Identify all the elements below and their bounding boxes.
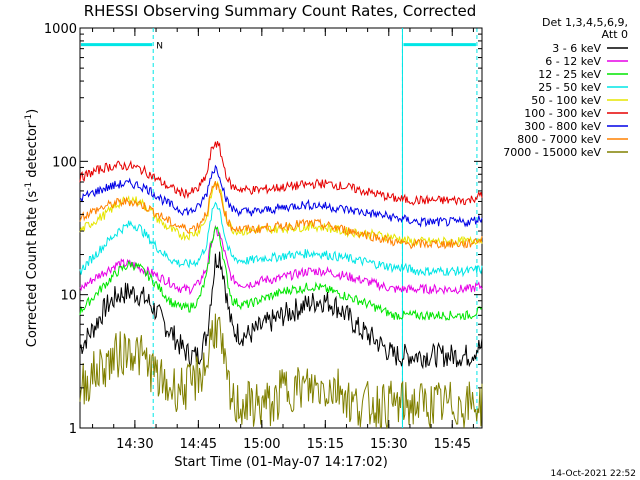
legend-entry-label: 300 - 800 keV xyxy=(524,120,601,133)
series-lines xyxy=(79,141,483,430)
y-axis-label-exp-1: -1 xyxy=(24,182,34,191)
y-axis-label-end: ) xyxy=(25,109,40,114)
chart-title: RHESSI Observing Summary Count Rates, Co… xyxy=(84,2,477,20)
x-tick-label: 14:30 xyxy=(116,437,153,452)
y-axis: 1 10 100 1000 xyxy=(44,22,482,437)
series-line xyxy=(79,164,483,228)
series-line xyxy=(79,201,483,278)
legend-entry-label: 7000 - 15000 keV xyxy=(503,146,601,159)
footer-timestamp: 14-Oct-2021 22:52 xyxy=(551,469,636,479)
legend-entry-label: 100 - 300 keV xyxy=(524,107,601,120)
y-tick-label: 100 xyxy=(52,155,77,170)
y-axis-label-mid: detector xyxy=(25,122,40,182)
legend-entry-label: 50 - 100 keV xyxy=(531,94,601,107)
series-line xyxy=(79,251,483,370)
night-markers: N xyxy=(81,28,478,428)
series-line xyxy=(79,141,483,206)
series-line xyxy=(79,180,483,248)
legend-entry-label: 800 - 7000 keV xyxy=(517,133,601,146)
x-tick-label: 15:00 xyxy=(243,437,280,452)
plot-border xyxy=(79,27,483,429)
legend-entry-label: 12 - 25 keV xyxy=(538,68,601,81)
x-tick-label: 15:30 xyxy=(370,437,407,452)
night-marker-label: N xyxy=(156,42,163,52)
x-axis: 14:30 14:45 15:00 15:15 15:30 15:45 xyxy=(92,28,474,452)
y-axis-label-base: Corrected Count Rate (s xyxy=(25,191,40,348)
x-tick-label: 15:15 xyxy=(307,437,344,452)
y-axis-label: Corrected Count Rate (s-1 detector-1) xyxy=(24,109,40,347)
x-axis-label: Start Time (01-May-07 14:17:02) xyxy=(174,455,388,470)
y-axis-label-exp-2: -1 xyxy=(24,114,34,123)
y-tick-label: 10 xyxy=(60,289,77,304)
plot-area xyxy=(79,27,483,429)
x-tick-label: 14:45 xyxy=(180,437,217,452)
series-line xyxy=(79,313,483,430)
legend-entry-label: 6 - 12 keV xyxy=(545,55,601,68)
y-tick-label: 1 xyxy=(69,422,77,437)
y-tick-label: 1000 xyxy=(44,22,77,37)
legend-header-line-2: Att 0 xyxy=(602,28,628,41)
legend-entry-label: 25 - 50 keV xyxy=(538,81,601,94)
series-line xyxy=(79,225,483,322)
legend-entry-label: 3 - 6 keV xyxy=(552,42,601,55)
x-tick-label: 15:45 xyxy=(434,437,471,452)
series-line xyxy=(79,181,483,250)
legend-header-line-1: Det 1,3,4,5,6,9, xyxy=(542,16,628,29)
